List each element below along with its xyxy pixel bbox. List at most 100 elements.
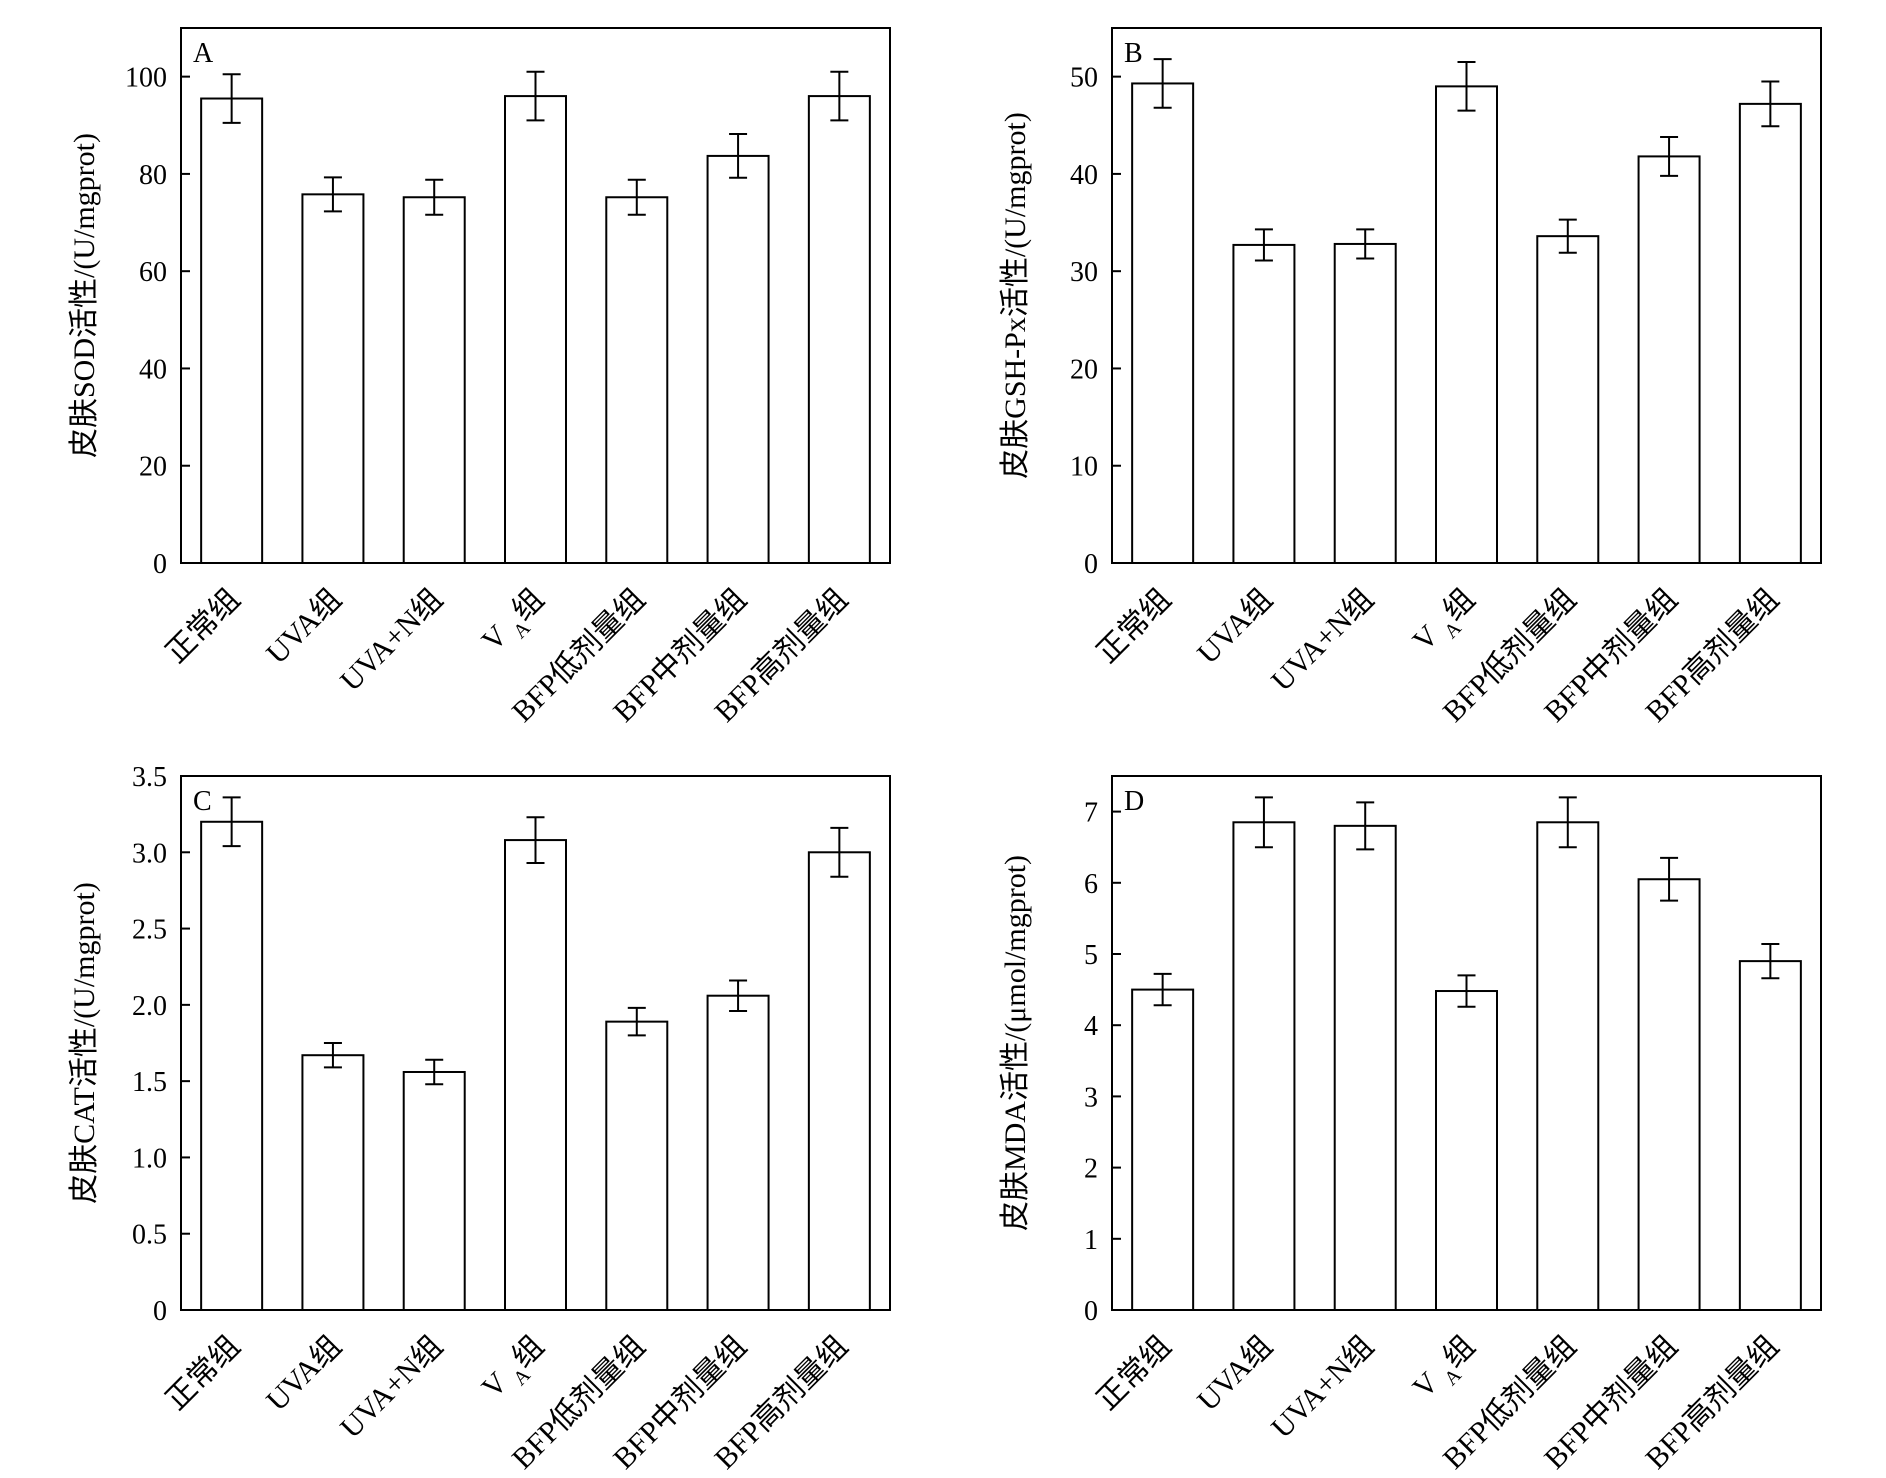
error-bar	[323, 176, 342, 213]
y-tick-label: 2.0	[132, 991, 167, 1022]
bar	[1232, 821, 1296, 1312]
bar	[504, 839, 567, 1312]
error-bar	[222, 73, 241, 124]
y-tick-label: 1.5	[132, 1067, 167, 1098]
y-tick-label: 80	[139, 160, 167, 191]
error-bar	[1153, 58, 1172, 109]
chart-panel-d: D 0 1 2 3 4 5 6 7 皮肤MDA活性/(μmol/mgprot) 正常组 UVA组UVA…	[999, 775, 1822, 1476]
x-category-label: V A组	[475, 583, 556, 664]
bar	[1536, 821, 1600, 1312]
bar	[605, 1020, 669, 1311]
y-tick-label: 4	[1084, 1011, 1098, 1042]
y-tick-label: 6	[1084, 869, 1098, 900]
y-tick-label: 50	[1070, 63, 1098, 94]
y-tick-label: 60	[139, 257, 167, 288]
bar	[605, 196, 669, 564]
error-bar	[627, 1006, 646, 1037]
error-bar	[526, 70, 545, 122]
bar	[402, 1070, 466, 1311]
panel-label: D	[1124, 786, 1144, 817]
chart-panel-c: C 0 0.5 1.0 1.5 2.0 2.5 3.0 3.5 皮肤CAT活性/(U/mgprot…	[68, 762, 891, 1476]
y-tick-label: 3.5	[132, 762, 167, 793]
error-bar	[1254, 228, 1273, 262]
bar	[1232, 243, 1296, 564]
y-tick-label: 1.0	[132, 1143, 167, 1174]
bar	[200, 97, 264, 564]
bar	[1637, 878, 1701, 1311]
bar	[706, 154, 770, 564]
y-tick-label: 100	[125, 63, 167, 94]
y-tick-label: 40	[139, 354, 167, 385]
y-tick-label: 20	[139, 452, 167, 483]
error-bar	[1356, 801, 1375, 851]
error-bar	[729, 979, 748, 1012]
panel-label: B	[1124, 38, 1143, 69]
x-category-label: UVA+N组	[1265, 583, 1380, 698]
y-tick-label: 40	[1070, 160, 1098, 191]
y-tick-label: 0	[1084, 549, 1098, 580]
y-tick-label: 3	[1084, 1082, 1098, 1113]
y-axis-label: 皮肤MDA活性/(μmol/mgprot)	[999, 855, 1032, 1231]
bar	[1333, 824, 1397, 1312]
bar	[807, 851, 871, 1311]
y-axis-label: 皮肤SOD活性/(U/mgprot)	[68, 133, 101, 458]
y-tick-label: 30	[1070, 257, 1098, 288]
error-bar	[425, 1058, 444, 1086]
bar	[504, 95, 567, 564]
y-tick-label: 0	[153, 549, 167, 580]
error-bar	[729, 133, 748, 179]
error-bar	[526, 816, 545, 864]
bar	[200, 820, 264, 1311]
error-bar	[830, 826, 849, 878]
error-bar	[425, 178, 444, 216]
x-category-label: 正常组	[160, 1330, 247, 1417]
y-tick-label: 20	[1070, 354, 1098, 385]
bar	[1738, 102, 1802, 564]
bar	[1131, 82, 1195, 564]
x-category-label: UVA组	[1191, 583, 1279, 671]
chart-panel-b: B 0 10 20 30 40 50 皮肤GSH-Px活性/(U/mgprot) 正常组 UVA组…	[999, 27, 1822, 729]
x-category-label: UVA组	[260, 583, 348, 671]
x-category-label: V A组	[475, 1330, 556, 1411]
y-tick-label: 0	[1084, 1296, 1098, 1327]
bar	[706, 994, 770, 1312]
bar	[1435, 990, 1498, 1311]
x-category-label: UVA+N组	[334, 583, 449, 698]
y-axis-label: 皮肤CAT活性/(U/mgprot)	[68, 882, 101, 1204]
chart-panel-a: A 0 20 40 60 80 100 皮肤SOD活性/(U/mgprot) 正常组 UVA组UV…	[68, 27, 891, 729]
error-bar	[1761, 80, 1780, 128]
bar	[1131, 988, 1195, 1311]
bar	[807, 95, 871, 564]
y-tick-label: 3.0	[132, 838, 167, 869]
bar	[1333, 242, 1397, 564]
bar	[301, 1054, 365, 1311]
y-tick-label: 2.5	[132, 915, 167, 946]
x-category-label: 正常组	[1091, 583, 1178, 670]
error-bar	[1761, 943, 1780, 980]
y-tick-label: 0.5	[132, 1220, 167, 1251]
error-bar	[323, 1042, 342, 1069]
panel-label: A	[193, 38, 214, 69]
error-bar	[1457, 61, 1476, 112]
x-category-label: V A组	[1406, 1330, 1487, 1411]
error-bar	[1660, 135, 1679, 177]
y-axis-label: 皮肤GSH-Px活性/(U/mgprot)	[999, 112, 1032, 479]
error-bar	[1356, 228, 1375, 260]
x-category-label: UVA组	[260, 1330, 348, 1418]
x-category-label: UVA+N组	[1265, 1330, 1380, 1445]
bar	[301, 193, 365, 564]
x-category-label: UVA组	[1191, 1330, 1279, 1418]
bar	[1536, 235, 1600, 564]
error-bar	[1558, 796, 1577, 849]
bar	[1637, 155, 1701, 564]
y-tick-label: 7	[1084, 798, 1098, 829]
x-category-label: 正常组	[1091, 1330, 1178, 1417]
error-bar	[1558, 218, 1577, 254]
bar	[402, 196, 466, 564]
error-bar	[627, 178, 646, 216]
x-category-label: UVA+N组	[334, 1330, 449, 1445]
bar	[1738, 960, 1802, 1311]
error-bar	[830, 70, 849, 122]
x-category-label: V A组	[1406, 583, 1487, 664]
